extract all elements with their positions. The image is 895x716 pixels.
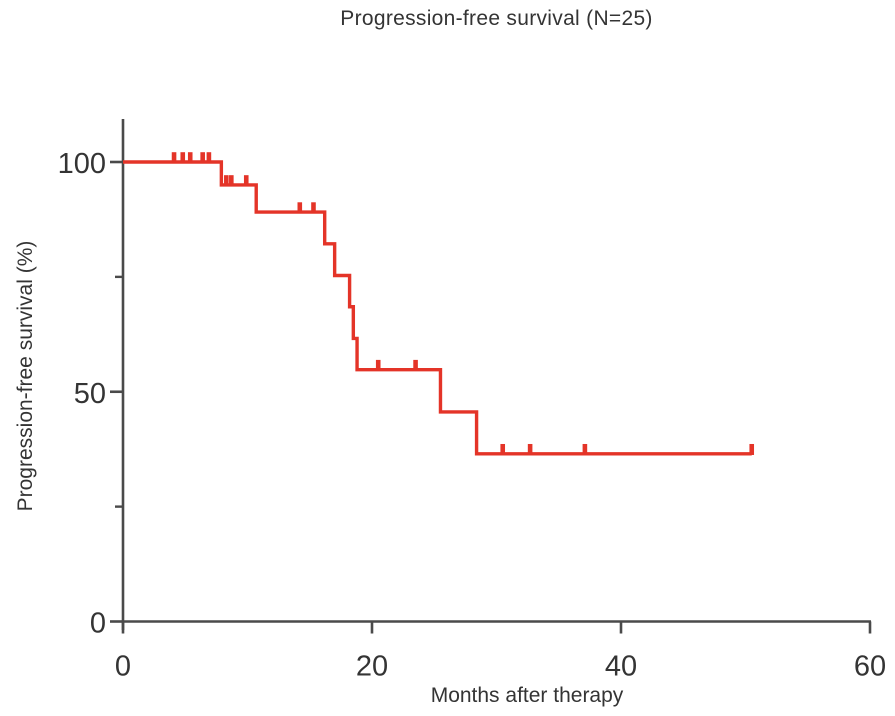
survival-curve (123, 160, 752, 456)
y-tick-label: 50 (74, 378, 106, 410)
chart-title: Progression-free survival (N=25) (340, 7, 653, 30)
y-tick-label: 0 (90, 608, 106, 640)
y-tick-label: 100 (58, 148, 106, 180)
x-tick-label: 40 (605, 651, 637, 683)
x-tick-label: 0 (115, 651, 131, 683)
x-axis-label: Months after therapy (430, 684, 624, 707)
x-tick-label: 60 (854, 651, 886, 683)
x-tick-label: 20 (356, 651, 388, 683)
